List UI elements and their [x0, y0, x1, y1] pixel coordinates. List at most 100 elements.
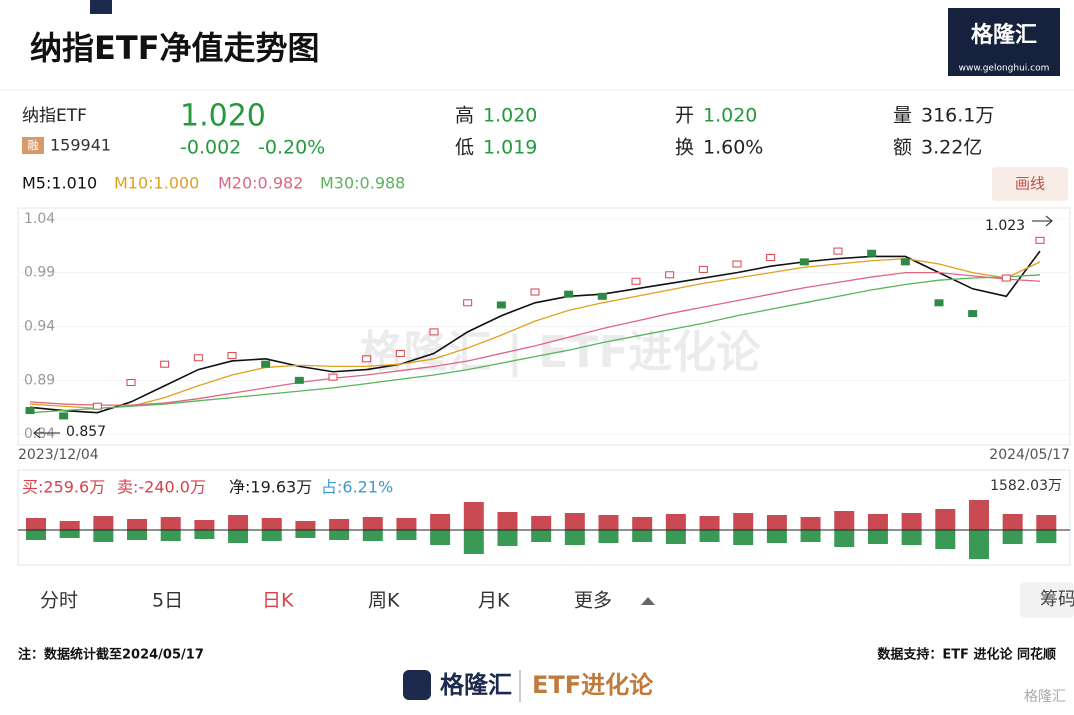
ma-line — [29, 271, 1041, 406]
stat-label: 量 — [893, 105, 912, 127]
arrow — [1032, 215, 1053, 227]
tab[interactable]: 分时 — [40, 590, 78, 612]
close-marker — [968, 310, 978, 318]
sell-bar — [59, 530, 80, 538]
ma-line — [29, 274, 1041, 414]
close-marker — [429, 328, 439, 336]
ma-legend: M20:0.982 — [218, 174, 303, 193]
logo-text: 格隆汇 — [971, 22, 1037, 48]
draw-button-box[interactable] — [992, 167, 1068, 201]
sell-bar — [531, 530, 552, 542]
close-marker — [867, 249, 877, 257]
close-marker — [732, 260, 742, 268]
close-marker — [698, 265, 708, 273]
close-marker — [126, 379, 136, 387]
sell-bar — [901, 530, 922, 545]
stat-label: 换 — [675, 137, 694, 159]
sell-bar — [396, 530, 417, 540]
sell-bar — [228, 530, 249, 543]
ma-legend: M30:0.988 — [320, 174, 405, 193]
ma-line — [29, 257, 1041, 410]
sell-bar — [194, 530, 215, 539]
tab[interactable]: 日K — [262, 590, 294, 612]
dropdown-icon[interactable] — [641, 597, 655, 605]
sell-bar — [800, 530, 821, 542]
sell-bar — [766, 530, 787, 543]
close-marker — [160, 360, 170, 368]
sell-bar — [463, 530, 484, 554]
buy-bar — [93, 516, 114, 530]
sell-bar — [93, 530, 114, 542]
sell-bar — [1002, 530, 1023, 544]
close-marker — [1035, 236, 1045, 244]
sell-bar — [935, 530, 956, 549]
buy-bar — [26, 518, 46, 530]
tab[interactable]: 月K — [478, 590, 510, 612]
tab[interactable]: 周K — [368, 590, 400, 612]
sell-bar — [430, 530, 451, 545]
y-tick-label: 0.94 — [24, 319, 55, 335]
sell-bar — [26, 530, 46, 540]
close-marker — [631, 277, 641, 285]
close-marker — [59, 412, 69, 420]
buy-bar — [733, 513, 754, 530]
volume-summary: 净:19.63万 — [229, 478, 312, 497]
buy-bar — [665, 514, 686, 530]
buy-bar — [1036, 515, 1057, 530]
close-marker — [799, 258, 809, 266]
close-marker — [1001, 274, 1011, 282]
sell-bar — [968, 530, 989, 559]
sell-bar — [362, 530, 383, 541]
price: 1.020 — [180, 99, 266, 134]
draw-button[interactable]: 画线 — [1015, 175, 1045, 193]
stat-label: 开 — [675, 105, 694, 127]
buy-bar — [228, 515, 249, 530]
close-marker — [665, 271, 675, 279]
y-tick-label: 0.84 — [24, 426, 55, 442]
tab[interactable]: 更多 — [574, 590, 612, 612]
stat-label: 额 — [893, 137, 912, 159]
buy-bar — [396, 518, 417, 530]
corner-brand: 格隆汇 — [1024, 689, 1066, 705]
corner-block — [90, 0, 112, 14]
volume-max: 1582.03万 — [990, 478, 1062, 494]
buy-bar — [564, 513, 585, 530]
change: -0.002 — [180, 137, 241, 159]
brand: 格隆汇 — [440, 671, 512, 699]
close-marker — [564, 290, 574, 298]
close-marker — [934, 299, 944, 307]
x-tick-label: 2024/05/17 — [989, 447, 1070, 463]
stat-label: 低 — [455, 137, 474, 159]
ma-legend: M5:1.010 — [22, 174, 97, 193]
stat-value: 1.60% — [703, 137, 763, 159]
buy-bar — [362, 517, 383, 530]
sell-bar — [665, 530, 686, 544]
footer-source: 数据支持：ETF 进化论 同花顺 — [877, 647, 1056, 663]
arrow — [33, 427, 60, 439]
logo-box — [948, 8, 1060, 76]
tab[interactable]: 5日 — [152, 590, 183, 612]
etf-name: 纳指ETF — [22, 106, 87, 126]
sell-bar — [295, 530, 316, 538]
sell-bar — [261, 530, 282, 541]
sell-bar — [497, 530, 518, 546]
close-marker — [766, 254, 776, 262]
sell-bar — [1036, 530, 1057, 543]
buy-bar — [699, 516, 720, 530]
y-tick-label: 1.04 — [24, 211, 55, 227]
chips-box[interactable] — [1020, 582, 1074, 618]
close-marker — [833, 247, 843, 255]
logo-url: www.gelonghui.com — [959, 64, 1050, 74]
buy-bar — [261, 518, 282, 530]
close-marker — [261, 360, 271, 368]
close-marker — [227, 352, 237, 360]
close-marker — [395, 349, 405, 357]
tag-box — [22, 137, 44, 154]
page-title: 纳指ETF净值走势图 — [30, 29, 320, 67]
chips[interactable]: 筹码 — [1040, 589, 1074, 610]
buy-bar — [194, 520, 215, 530]
y-tick-label: 0.99 — [24, 265, 55, 281]
stat-value: 1.020 — [483, 105, 537, 127]
close-marker — [25, 407, 35, 415]
brand2: ETF进化论 — [532, 671, 654, 699]
